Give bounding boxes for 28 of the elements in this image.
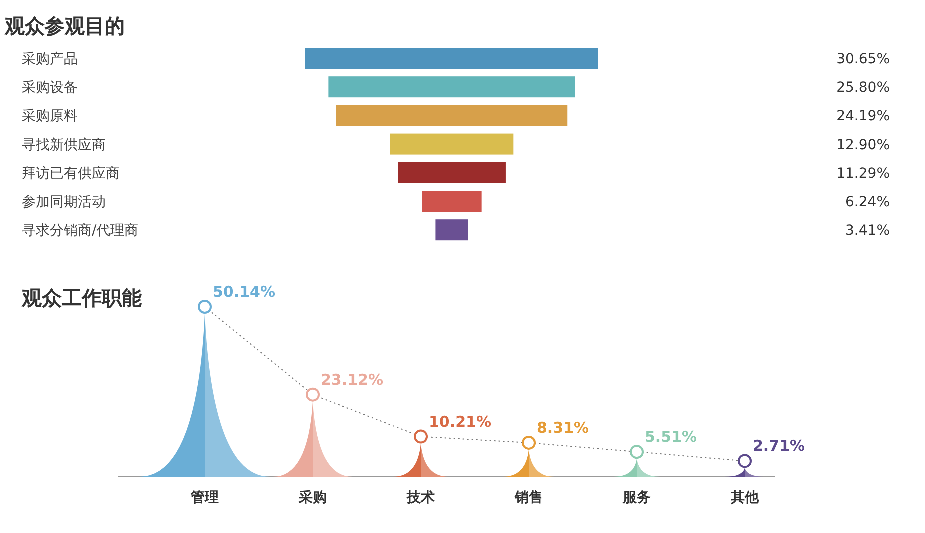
data-label: 3.41% bbox=[846, 223, 890, 240]
category-label: 其他 bbox=[730, 490, 760, 506]
category-label: 拜访已有供应商 bbox=[22, 166, 120, 182]
category-label: 寻找新供应商 bbox=[22, 137, 106, 154]
data-label: 12.90% bbox=[836, 137, 890, 154]
data-label: 50.14% bbox=[213, 283, 276, 301]
category-label: 采购产品 bbox=[22, 52, 78, 68]
category-label: 寻求分销商/代理商 bbox=[22, 223, 139, 240]
data-label: 11.29% bbox=[836, 166, 890, 182]
category-label: 采购 bbox=[298, 490, 327, 506]
text: 观众参观目的 bbox=[4, 14, 125, 38]
category-label: 管理 bbox=[190, 490, 219, 506]
data-label: 2.71% bbox=[753, 437, 806, 456]
data-label: 10.21% bbox=[429, 412, 492, 431]
text: 观众工作职能 bbox=[21, 286, 142, 310]
data-label: 30.65% bbox=[836, 52, 890, 68]
category-label: 服务 bbox=[622, 490, 651, 506]
category-label: 采购原料 bbox=[22, 108, 78, 125]
category-label: 参加同期活动 bbox=[22, 194, 106, 210]
category-label: 采购设备 bbox=[22, 80, 78, 96]
data-label: 5.51% bbox=[645, 428, 698, 446]
data-label: 8.31% bbox=[537, 418, 590, 437]
data-label: 6.24% bbox=[846, 194, 890, 210]
data-label: 23.12% bbox=[321, 370, 384, 389]
category-label: 技术 bbox=[406, 490, 435, 506]
data-label: 25.80% bbox=[836, 80, 890, 96]
data-label: 24.19% bbox=[836, 108, 890, 125]
category-label: 销售 bbox=[514, 490, 543, 506]
